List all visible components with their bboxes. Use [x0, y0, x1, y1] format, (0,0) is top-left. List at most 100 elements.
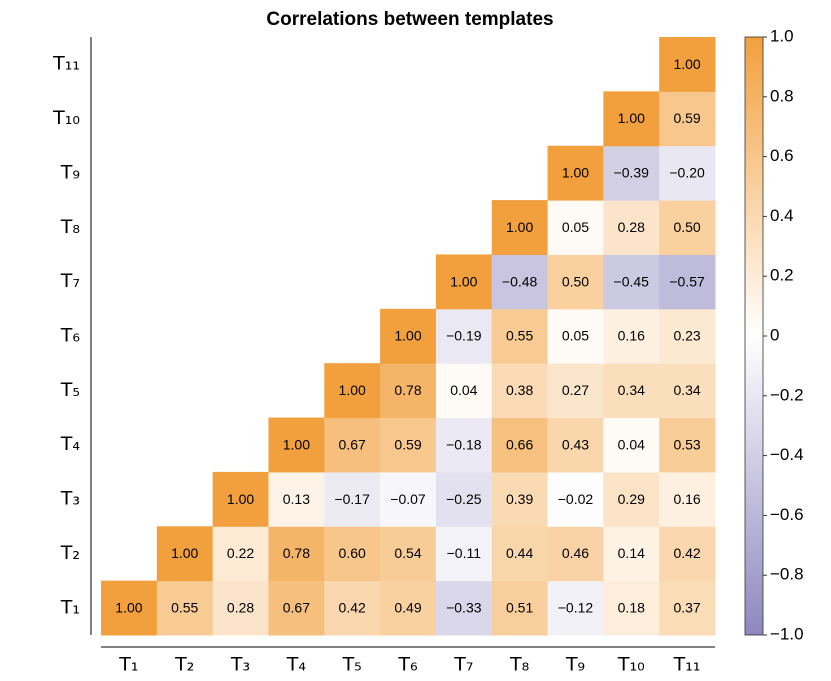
x-tick-label: T₃: [230, 654, 250, 676]
cell: [603, 363, 660, 419]
cell-label: 1.00: [227, 491, 254, 507]
cell: [659, 580, 716, 636]
cell: [659, 37, 716, 92]
cell: [603, 526, 660, 582]
cell-label: 1.00: [283, 436, 310, 452]
cell-label: 0.27: [562, 382, 589, 398]
cell-label: 0.67: [339, 436, 366, 452]
x-tick-label: T₂: [174, 654, 194, 676]
cell: [491, 526, 549, 582]
cell: [547, 363, 604, 419]
x-tick-label: T₄: [286, 654, 307, 676]
cell-label: 1.00: [115, 600, 142, 616]
cell: [659, 526, 716, 582]
cell-label: 0.78: [283, 545, 310, 561]
cell-label: 0.14: [618, 545, 645, 561]
cell-label: −0.02: [558, 491, 594, 507]
cell: [491, 200, 549, 255]
cell-label: 0.49: [394, 600, 421, 616]
cell: [603, 200, 660, 255]
cell-label: −0.18: [446, 436, 482, 452]
cell-label: 0.53: [673, 436, 700, 452]
cell-label: −0.11: [447, 545, 482, 561]
y-tick-label: T₁₁: [52, 53, 80, 75]
cell-label: −0.07: [390, 491, 426, 507]
cell: [547, 308, 604, 364]
cell: [380, 471, 437, 527]
cell-label: 0.37: [673, 600, 700, 616]
cell: [324, 363, 381, 419]
cell-label: 0.04: [450, 382, 477, 398]
y-tick-label: T₁₀: [52, 107, 80, 129]
cell-label: 0.23: [673, 328, 700, 344]
cell: [435, 417, 493, 473]
cell: [603, 308, 660, 364]
cell-label: −0.45: [614, 273, 650, 289]
cell-label: 1.00: [171, 545, 198, 561]
x-tick-label: T₁₀: [617, 654, 645, 676]
cell: [659, 145, 716, 201]
cell: [324, 471, 381, 527]
cell-label: 0.42: [339, 600, 366, 616]
cell: [268, 471, 325, 527]
cell: [603, 254, 660, 310]
cell: [324, 580, 381, 636]
cell-label: 0.50: [673, 219, 700, 235]
cell: [268, 526, 325, 582]
x-tick-label: T₇: [453, 654, 473, 676]
cell: [547, 471, 604, 527]
colorbar-tick-label: −0.2: [770, 385, 804, 404]
cell-label: 0.54: [394, 545, 421, 561]
cell: [547, 254, 604, 310]
cell-label: −0.57: [669, 273, 705, 289]
cell-label: 0.05: [562, 328, 589, 344]
cell: [603, 91, 660, 147]
cell: [324, 526, 381, 582]
cell-label: 0.16: [618, 328, 645, 344]
cell-label: 0.55: [506, 328, 533, 344]
cell-label: 0.13: [283, 491, 310, 507]
x-tick-label: T₅: [342, 654, 362, 676]
colorbar-tick-label: 0: [770, 325, 779, 344]
cell: [380, 580, 437, 636]
cell-label: 0.28: [618, 219, 645, 235]
cell: [212, 526, 269, 582]
cell: [380, 308, 437, 364]
cell: [547, 526, 604, 582]
y-tick-label: T₁: [60, 596, 80, 618]
cell-label: 0.46: [562, 545, 589, 561]
cell: [659, 91, 716, 147]
colorbar: [744, 36, 764, 636]
chart-title: Correlations between templates: [266, 9, 553, 30]
cell-label: −0.25: [446, 491, 482, 507]
cell: [212, 471, 269, 527]
cell: [491, 254, 549, 310]
cell-label: −0.39: [614, 165, 650, 181]
cell-label: 1.00: [618, 110, 645, 126]
cell-label: 0.38: [506, 382, 533, 398]
x-tick-label: T₁: [118, 654, 138, 676]
colorbar-tick-label: 0.6: [770, 146, 794, 165]
cell-label: 1.00: [506, 219, 533, 235]
y-tick-label: T₂: [60, 542, 80, 564]
cell-label: 0.34: [673, 382, 700, 398]
cell-label: 1.00: [450, 273, 477, 289]
colorbar-tick-label: 0.8: [770, 86, 794, 105]
y-tick-label: T₅: [60, 379, 80, 401]
cell: [101, 580, 158, 636]
colorbar-tick-label: 0.2: [770, 266, 794, 285]
colorbar-tick-label: 1.0: [770, 26, 794, 45]
cell: [212, 580, 269, 636]
cell: [156, 580, 214, 636]
cell-label: −0.48: [502, 273, 538, 289]
cell-label: 0.67: [283, 600, 310, 616]
cell-label: 0.59: [673, 110, 700, 126]
x-tick-label: T₉: [565, 654, 585, 676]
cell: [380, 526, 437, 582]
cell: [659, 363, 716, 419]
cell: [156, 526, 214, 582]
cell: [491, 580, 549, 636]
colorbar-tick-label: −1.0: [770, 624, 804, 643]
cell-label: 0.66: [506, 436, 533, 452]
